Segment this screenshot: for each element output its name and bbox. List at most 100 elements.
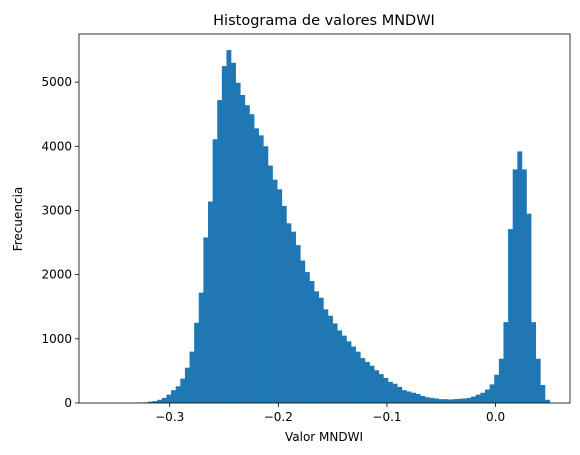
x-axis-ticks: −0.3 −0.2 −0.1 0.0 [155, 403, 505, 424]
histogram-bar [198, 292, 204, 403]
y-tick-label: 5000 [41, 75, 72, 89]
histogram-bar [258, 135, 264, 403]
histogram-bar [351, 346, 356, 403]
histogram-bar [323, 309, 329, 403]
histogram-bar [208, 201, 213, 403]
histogram-bar [328, 315, 333, 403]
histogram-bar [498, 358, 504, 403]
histogram-bar [304, 272, 310, 403]
histogram-bar [166, 394, 172, 403]
histogram-bar [545, 399, 550, 403]
histogram-bar [309, 281, 315, 403]
y-tick-label: 3000 [41, 203, 72, 217]
histogram-bar [226, 50, 232, 403]
histogram-bar [175, 386, 181, 403]
histogram-bar [457, 398, 463, 403]
histogram-bars [138, 50, 550, 404]
histogram-bar [364, 361, 370, 403]
histogram-bar [526, 213, 532, 403]
histogram-bar [374, 370, 380, 403]
histogram-bar [521, 169, 527, 403]
histogram-bar [189, 351, 195, 403]
histogram-bar [383, 377, 389, 403]
histogram-bar [369, 365, 375, 403]
histogram-bar [180, 378, 186, 403]
histogram-bar [360, 358, 366, 403]
x-axis-label: Valor MNDWI [285, 430, 363, 444]
histogram-bar [424, 397, 430, 403]
histogram-bar [240, 94, 246, 403]
histogram-bar [411, 392, 416, 403]
x-tick-label: −0.2 [264, 410, 293, 424]
histogram-bar [194, 322, 200, 403]
histogram-bar [540, 385, 546, 403]
x-tick-label: −0.3 [155, 410, 184, 424]
histogram-bar [244, 105, 250, 403]
histogram-bar [152, 401, 158, 403]
histogram-bar [443, 399, 449, 403]
histogram-bar [415, 394, 421, 403]
histogram-bar [300, 260, 306, 403]
histogram-bar [277, 189, 283, 403]
histogram-bar [217, 100, 223, 403]
histogram-bar [221, 66, 227, 403]
histogram-bar [480, 392, 486, 403]
histogram-bar [318, 297, 324, 403]
histogram-bar [295, 245, 301, 403]
histogram-bar [314, 291, 320, 403]
histogram-bar [281, 205, 287, 403]
histogram-bar [494, 374, 500, 403]
y-tick-label: 4000 [41, 139, 72, 153]
histogram-bar [471, 396, 477, 403]
y-axis-ticks: 0 1000 2000 3000 4000 5000 [41, 75, 79, 410]
histogram-bar [171, 390, 176, 403]
histogram-bar [378, 374, 384, 403]
histogram-bar [184, 367, 190, 403]
y-axis-label: Frecuencia [11, 187, 25, 252]
x-tick-label: 0.0 [486, 410, 505, 424]
histogram-bar [203, 237, 209, 403]
histogram-bar [286, 223, 292, 403]
x-tick-label: −0.1 [372, 410, 401, 424]
histogram-bar [503, 322, 509, 403]
histogram-bar [512, 169, 518, 403]
histogram-bar [531, 322, 537, 403]
histogram-bar [341, 335, 347, 403]
histogram-bar [268, 165, 273, 403]
histogram-bar [438, 399, 444, 403]
y-tick-label: 1000 [41, 332, 72, 346]
histogram-bar [254, 128, 260, 403]
histogram-bar [452, 399, 458, 403]
histogram-bar [388, 381, 393, 403]
histogram-bar [161, 397, 167, 403]
histogram-bar [147, 401, 153, 403]
histogram-bar [535, 358, 541, 403]
histogram-bar [489, 384, 495, 403]
histogram-bar [401, 390, 407, 403]
histogram-bar [397, 386, 403, 403]
histogram-bar [263, 146, 269, 404]
histogram-bar [429, 397, 435, 403]
histogram-bar [508, 229, 513, 403]
histogram-bar [517, 151, 523, 403]
histogram-bar [272, 179, 278, 403]
histogram-bar [420, 395, 426, 403]
histogram-bar [406, 391, 412, 403]
histogram-bar [466, 397, 472, 403]
histogram-bar [475, 394, 481, 403]
histogram-bar [212, 139, 218, 403]
histogram-bar [235, 82, 241, 404]
histogram-bar [249, 114, 255, 403]
histogram-bar [434, 398, 440, 403]
histogram-bar [157, 399, 163, 403]
plot-frame [78, 33, 571, 404]
y-tick-label: 2000 [41, 268, 72, 282]
histogram-bar [461, 398, 467, 403]
histogram-bar [392, 383, 398, 403]
chart-title: Histograma de valores MNDWI [213, 13, 435, 29]
histogram-bar [355, 351, 361, 403]
histogram-bar [231, 62, 236, 403]
histogram-bar [291, 231, 296, 403]
histogram-bar [485, 389, 490, 403]
